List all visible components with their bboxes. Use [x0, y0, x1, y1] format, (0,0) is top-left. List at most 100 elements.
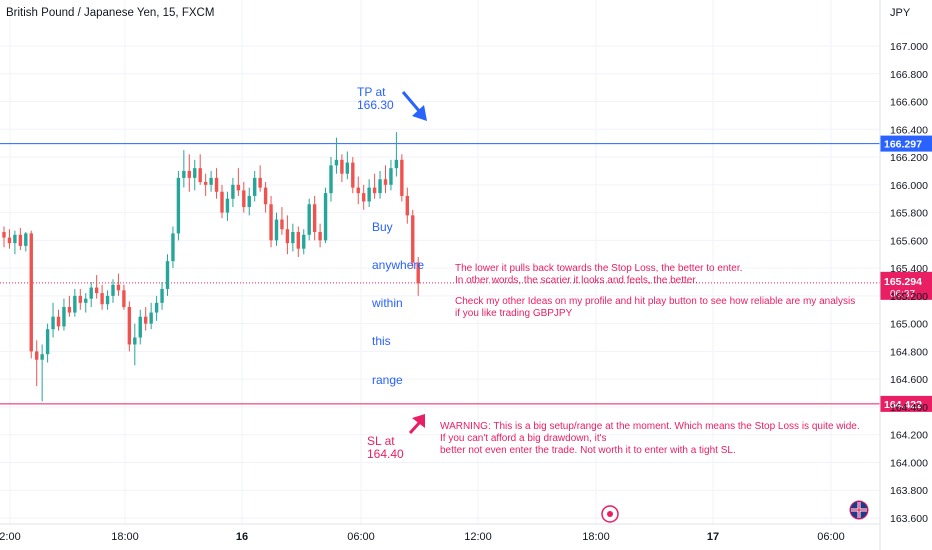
range-word-within: within [371, 296, 403, 310]
candle-body [356, 187, 360, 194]
candle-body [138, 316, 142, 338]
candle-body [400, 159, 404, 196]
y-tick-label: 166.200 [890, 152, 928, 164]
note2-line2: if you like trading GBPJPY [455, 308, 573, 319]
candle-body [329, 165, 333, 194]
candle-body [253, 177, 257, 196]
candle-body [29, 233, 33, 352]
price-badge [880, 395, 932, 412]
candle-body [144, 316, 148, 324]
candle-body [362, 193, 366, 202]
candle-body [94, 287, 99, 294]
x-tick-label: 06:00 [347, 531, 375, 543]
y-tick-label: 163.600 [890, 513, 928, 525]
y-tick-label: 166.400 [890, 124, 928, 136]
candle-body [40, 354, 44, 360]
candle-body [84, 298, 88, 303]
candle-body [274, 219, 279, 241]
x-tick-label: 12:00 [464, 531, 492, 543]
candle-body [247, 195, 251, 208]
y-tick-label: 164.800 [890, 346, 928, 358]
candle-body [378, 179, 382, 194]
tp-label-line1: TP at [357, 85, 386, 99]
event-marker-icon[interactable] [601, 505, 619, 523]
candle-body [291, 232, 295, 244]
x-tick-label: 2:00 [0, 531, 21, 543]
candle-body [89, 287, 93, 299]
candle-body [236, 184, 241, 191]
candle-body [345, 162, 350, 174]
sl-label-line2: 164.40 [367, 447, 404, 461]
candle-body [269, 204, 273, 241]
y-tick-label: 164.600 [890, 374, 928, 386]
candle-body [13, 234, 17, 244]
candle-body [2, 232, 6, 238]
current-price-label: 165.294 [884, 276, 922, 288]
candle-body [160, 288, 164, 303]
range-word-this: this [372, 334, 391, 348]
candle-body [187, 170, 191, 178]
y-tick-label: 165.800 [890, 208, 928, 220]
price-badge-label: 164.422 [884, 399, 922, 411]
uk-flag-icon[interactable] [849, 500, 869, 520]
candle-body [182, 170, 186, 178]
candle-body [225, 198, 230, 213]
candle-body [312, 204, 317, 233]
tp-label-line2: 166.30 [357, 98, 394, 112]
candle-body [198, 168, 202, 183]
candle-body [100, 293, 104, 305]
grid [0, 0, 880, 524]
candle-body [383, 179, 388, 185]
candle-body [111, 284, 115, 296]
candle-body [171, 233, 175, 262]
candle-body [35, 351, 39, 360]
candle-body [105, 295, 110, 305]
y-tick-label: 165.000 [890, 319, 928, 331]
candle-body [133, 337, 137, 345]
x-tick-label: 18:00 [582, 531, 610, 543]
candle-body [411, 215, 415, 263]
y-tick-label: 165.200 [890, 291, 928, 303]
candle-body [405, 195, 409, 216]
range-word-range: range [372, 373, 403, 387]
y-tick-label: 166.800 [890, 69, 928, 81]
candle-body [116, 284, 121, 291]
candle-body [62, 306, 66, 327]
candle-body [416, 262, 420, 284]
tp-arrow-icon [401, 91, 427, 121]
candle-body [214, 177, 219, 192]
candle-body [258, 177, 262, 188]
y-tick-label: 164.200 [890, 430, 928, 442]
price-axis: JPY167.000166.800166.600166.400166.20016… [879, 0, 928, 550]
candle-body [193, 168, 197, 178]
y-tick-label: 164.400 [890, 402, 928, 414]
candle-body [372, 187, 377, 194]
symbol-title[interactable]: British Pound / Japanese Yen, 15, FXCM [6, 7, 215, 19]
candle-body [231, 184, 235, 199]
candle-body [7, 237, 12, 244]
x-tick-label: 16 [236, 531, 248, 543]
candle-body [203, 182, 208, 185]
candle-body [73, 295, 77, 313]
candle-body [67, 306, 72, 313]
note1-line1: The lower it pulls back towards the Stop… [455, 263, 742, 274]
x-tick-label: 17 [707, 531, 719, 543]
candles [2, 132, 420, 402]
candle-body [296, 232, 300, 249]
candle-body [351, 162, 355, 188]
range-word-anywhere: anywhere [372, 258, 424, 272]
candle-body [340, 159, 344, 174]
y-tick-label: 164.000 [890, 457, 928, 469]
candle-body [302, 234, 306, 249]
candle-body [242, 190, 246, 208]
candle-body [367, 187, 371, 202]
price-badge [880, 135, 932, 152]
candle-body [127, 306, 132, 345]
x-tick-label: 06:00 [817, 531, 845, 543]
candle-body [323, 193, 328, 241]
y-tick-label: 166.600 [890, 97, 928, 109]
candle-body [263, 187, 268, 205]
y-tick-label: 165.400 [890, 263, 928, 275]
candle-body [45, 329, 50, 355]
